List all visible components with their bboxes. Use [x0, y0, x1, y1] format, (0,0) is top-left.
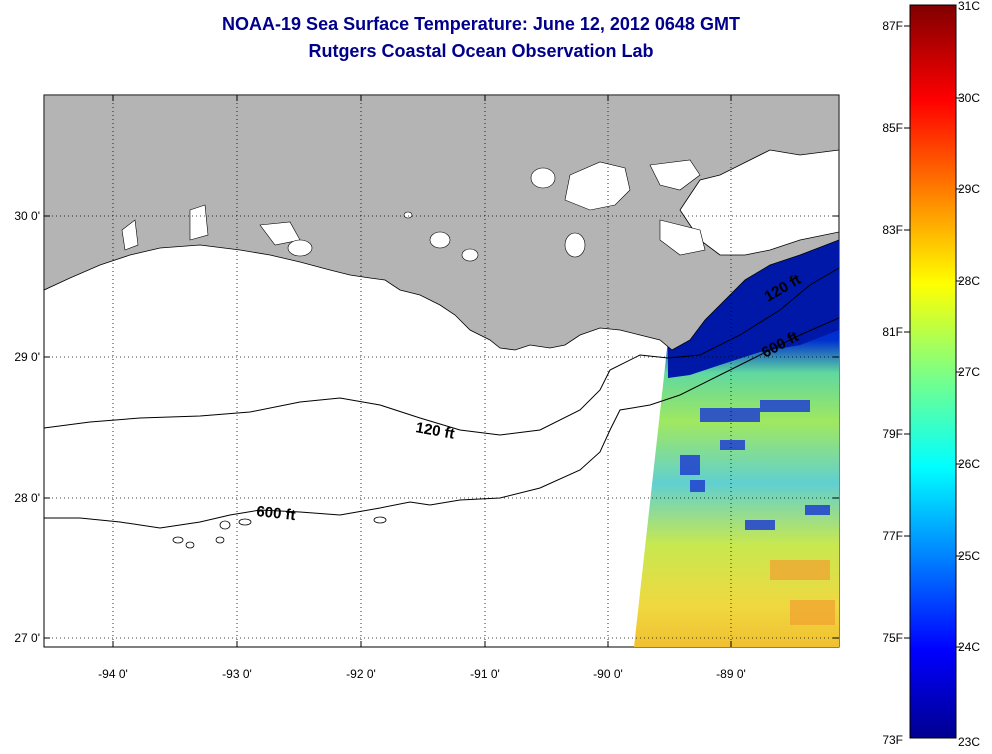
sst-warm-patches — [770, 560, 835, 625]
contour-label-600-west: 600 ft — [256, 503, 297, 524]
colorbar-f-75: 75F — [882, 631, 903, 645]
map-title: NOAA-19 Sea Surface Temperature: June 12… — [222, 14, 740, 34]
axis-ticks — [44, 95, 839, 647]
gridlines — [44, 95, 839, 647]
lon-label-89: -89 0' — [716, 667, 746, 681]
colorbar-c-28: 28C — [958, 274, 980, 288]
lon-label-92: -92 0' — [346, 667, 376, 681]
colorbar-f-ticks — [904, 25, 910, 639]
lakes — [121, 159, 706, 262]
contour-120ft — [44, 267, 839, 436]
colorbar-f-85: 85F — [882, 121, 903, 135]
lat-label-29: 29 0' — [14, 350, 40, 364]
colorbar-f-87: 87F — [882, 19, 903, 33]
lat-label-28: 28 0' — [14, 491, 40, 505]
contour-blobs — [172, 516, 387, 549]
lat-label-30: 30 0' — [14, 209, 40, 223]
map-subtitle: Rutgers Coastal Ocean Observation Lab — [308, 41, 654, 61]
lon-label-91: -91 0' — [470, 667, 500, 681]
lon-label-93: -93 0' — [222, 667, 252, 681]
colorbar-c-23: 23C — [958, 735, 980, 749]
colorbar-f-77: 77F — [882, 529, 903, 543]
colorbar-c-31: 31C — [958, 0, 980, 13]
colorbar-c-25: 25C — [958, 549, 980, 563]
colorbar-c-29: 29C — [958, 182, 980, 196]
sst-cold-patches — [680, 400, 830, 530]
lat-label-27: 27 0' — [14, 631, 40, 645]
colorbar-c-26: 26C — [958, 457, 980, 471]
lon-label-90: -90 0' — [593, 667, 623, 681]
contour-600ft — [44, 317, 839, 529]
colorbar-f-81: 81F — [882, 325, 903, 339]
colorbar-c-30: 30C — [958, 91, 980, 105]
colorbar-f-73: 73F — [882, 733, 903, 747]
colorbar-c-27: 27C — [958, 365, 980, 379]
colorbar-c-ticks — [956, 97, 962, 648]
colorbar-c-24: 24C — [958, 640, 980, 654]
colorbar — [909, 4, 957, 739]
lon-label-94: -94 0' — [98, 667, 128, 681]
colorbar-f-83: 83F — [882, 223, 903, 237]
contour-label-120-west: 120 ft — [414, 419, 456, 443]
land-area — [44, 95, 839, 351]
sst-cold-band — [668, 240, 839, 378]
colorbar-f-79: 79F — [882, 427, 903, 441]
